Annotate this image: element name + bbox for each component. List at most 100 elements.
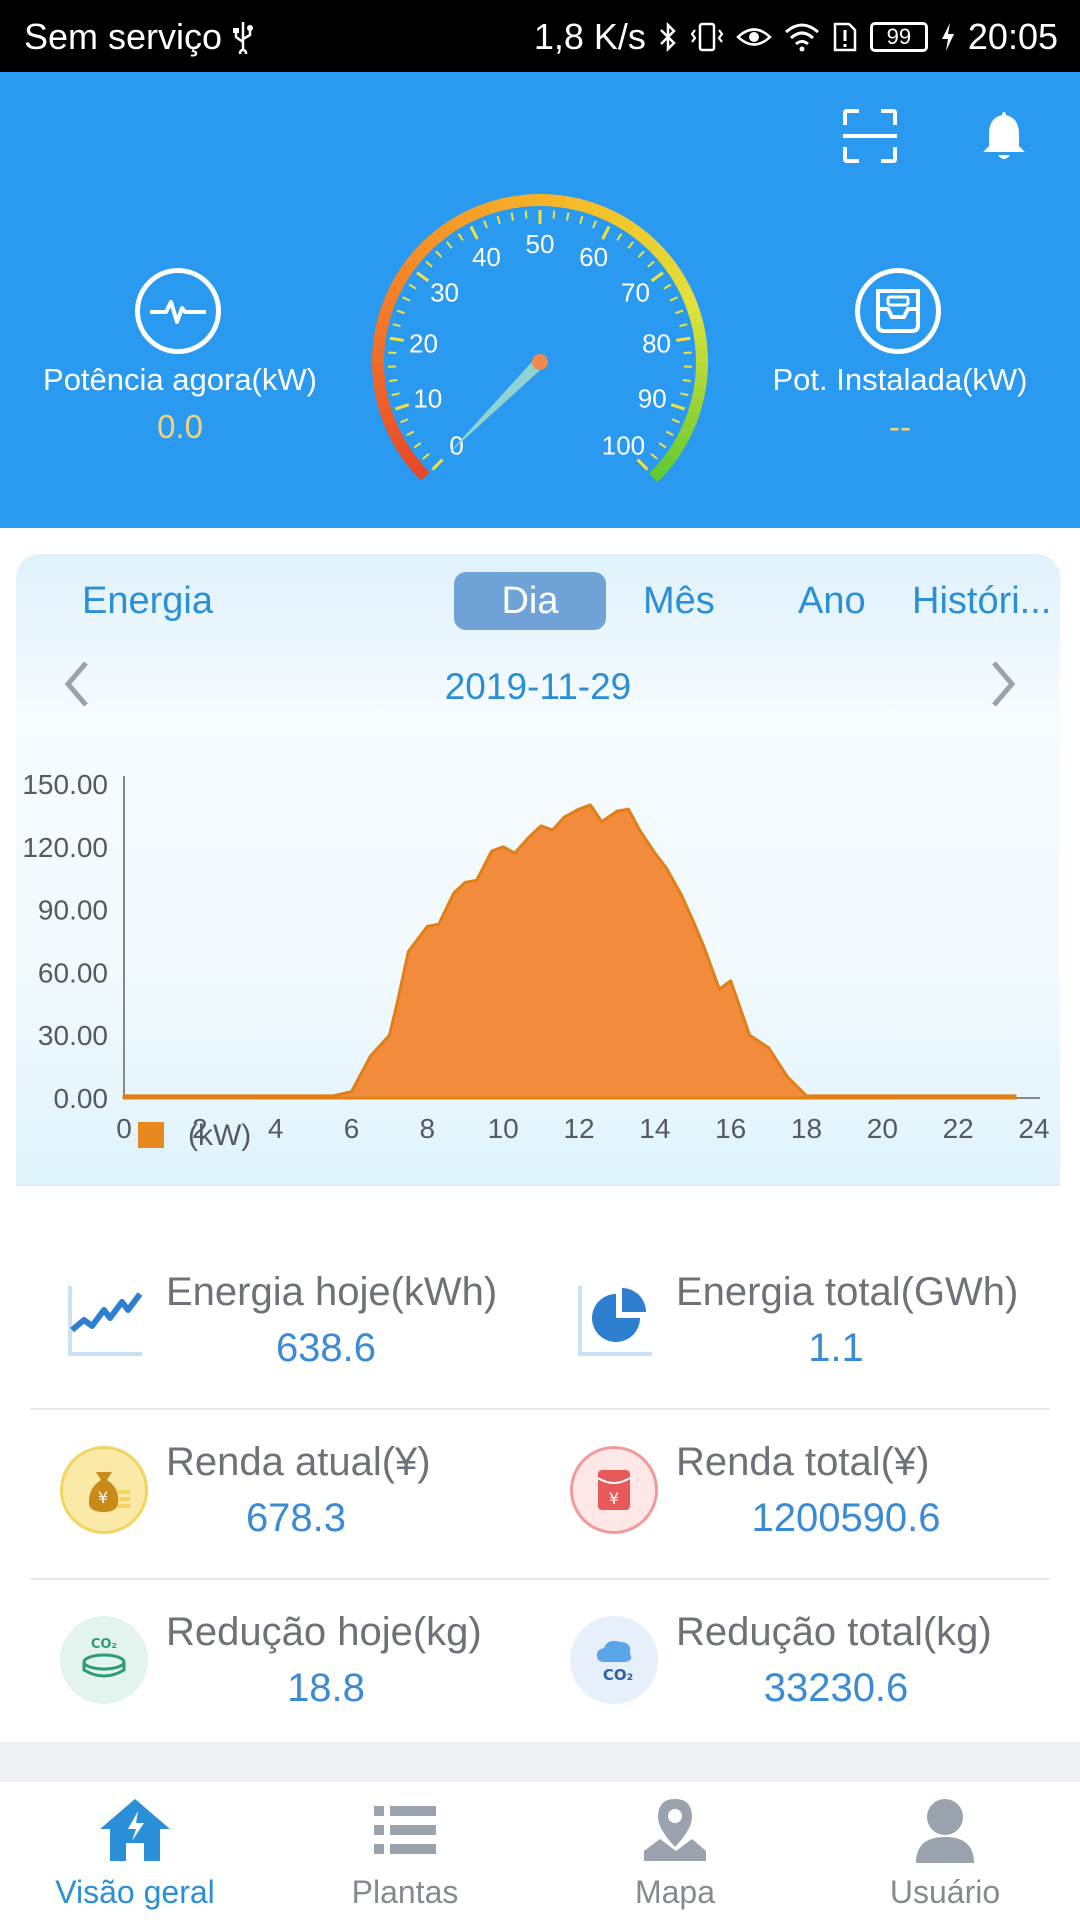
y-tick-label: 60.00 bbox=[38, 957, 108, 988]
gauge-tick bbox=[388, 351, 397, 354]
dashboard-header: Potência agora(kW) 0.0 Pot. Instalada(kW… bbox=[0, 72, 1080, 568]
x-tick-label: 4 bbox=[268, 1113, 284, 1144]
carrier-text: Sem serviço bbox=[24, 16, 223, 57]
income-total-label: Renda total(¥) bbox=[676, 1440, 930, 1484]
gauge-tick-label: 100 bbox=[602, 430, 645, 460]
gauge-tick bbox=[658, 442, 667, 449]
reduction-total-label: Redução total(kg) bbox=[676, 1610, 992, 1654]
gauge-tick bbox=[400, 418, 409, 424]
gauge-tick bbox=[552, 210, 556, 219]
gauge-arc-segment bbox=[411, 462, 430, 481]
gauge-tick bbox=[601, 225, 611, 240]
gauge-tick-label: 80 bbox=[642, 329, 671, 359]
notification-button[interactable] bbox=[972, 104, 1036, 168]
gauge-arc-segment bbox=[621, 218, 641, 237]
stat-income-now: ¥ Renda atual(¥) 678.3 bbox=[30, 1410, 530, 1580]
home-icon bbox=[95, 1790, 175, 1870]
scan-button[interactable] bbox=[838, 104, 902, 168]
gauge-tick-label: 60 bbox=[579, 242, 608, 272]
red-envelope-icon: ¥ bbox=[570, 1446, 658, 1534]
status-bar: Sem serviço 1,8 K/s 99 20:05 bbox=[0, 0, 1080, 72]
x-tick-label: 18 bbox=[791, 1113, 822, 1144]
power-now-value: 0.0 bbox=[157, 408, 203, 445]
gauge-arc-segment bbox=[513, 194, 530, 208]
tab-user[interactable]: Usuário bbox=[810, 1782, 1080, 1920]
gauge-arc-segment bbox=[649, 463, 668, 483]
gauge-arc-segment bbox=[539, 194, 555, 207]
tab-overview[interactable]: Visão geral bbox=[0, 1782, 270, 1920]
stats-row-income: ¥ Renda atual(¥) 678.3 ¥ Renda total(¥) … bbox=[30, 1410, 1050, 1580]
stat-income-total: ¥ Renda total(¥) 1200590.6 bbox=[540, 1410, 1040, 1580]
tab-dia[interactable]: Dia bbox=[454, 572, 606, 630]
tab-historico[interactable]: Históri... bbox=[912, 580, 1052, 622]
gauge-arc-segment bbox=[684, 297, 701, 316]
x-tick-label: 22 bbox=[943, 1113, 974, 1144]
gauge-arc-segment bbox=[403, 452, 422, 472]
scan-icon bbox=[843, 109, 897, 163]
user-icon bbox=[905, 1790, 985, 1870]
gauge-arc-segment bbox=[500, 195, 518, 211]
list-icon bbox=[365, 1790, 445, 1870]
gauge-arc-segment bbox=[657, 453, 676, 473]
next-day-button[interactable] bbox=[978, 654, 1028, 714]
svg-text:CO₂: CO₂ bbox=[91, 1637, 117, 1652]
gauge-arc-segment bbox=[641, 234, 661, 253]
charging-icon bbox=[940, 22, 956, 52]
gauge-arc-segment bbox=[576, 198, 594, 215]
gauge-arc-segment bbox=[463, 206, 482, 224]
gauge-arc-segment bbox=[683, 410, 700, 428]
money-bag-icon: ¥ bbox=[60, 1446, 148, 1534]
legend-swatch bbox=[138, 1122, 164, 1148]
gauge-arc-segment bbox=[372, 347, 385, 363]
gauge-arc-segment bbox=[395, 442, 414, 461]
gauge-arc-segment bbox=[552, 194, 569, 209]
gauge-arc-segment bbox=[694, 335, 708, 352]
line-chart-icon bbox=[60, 1276, 148, 1364]
gauge-tick bbox=[680, 392, 689, 397]
gauge-arc-segment bbox=[610, 212, 630, 230]
gauge-arc-segment bbox=[441, 217, 460, 236]
gauge-tick-label: 90 bbox=[638, 383, 667, 413]
x-tick-label: 2 bbox=[192, 1113, 208, 1144]
gauge-tick bbox=[683, 351, 692, 354]
tab-map-label: Mapa bbox=[634, 1874, 716, 1910]
battery-level: 99 bbox=[869, 22, 928, 52]
gauge-tick bbox=[579, 215, 584, 224]
y-tick-label: 90.00 bbox=[38, 895, 108, 926]
gauge-tick bbox=[394, 403, 410, 411]
gauge-tick bbox=[682, 379, 691, 383]
y-tick-label: 0.00 bbox=[54, 1083, 109, 1114]
y-tick-label: 120.00 bbox=[22, 832, 108, 863]
tab-map[interactable]: Mapa bbox=[540, 1782, 810, 1920]
gauge-tick-label: 30 bbox=[430, 278, 459, 308]
gauge-arc-segment bbox=[564, 196, 581, 211]
gauge-tick bbox=[566, 212, 570, 221]
stats-row-energy: Energia hoje(kWh) 638.6 Energia total(GW… bbox=[30, 1240, 1050, 1410]
usb-icon bbox=[232, 20, 254, 54]
tab-mes[interactable]: Mês bbox=[643, 580, 715, 622]
gauge-tick bbox=[524, 210, 528, 219]
gauge-tick bbox=[416, 271, 430, 283]
x-tick-label: 0 bbox=[116, 1113, 132, 1144]
gauge-arc-segment bbox=[430, 225, 450, 244]
gauge-arc-segment bbox=[666, 263, 685, 282]
tab-ano[interactable]: Ano bbox=[798, 580, 866, 622]
gauge-tick bbox=[425, 260, 433, 268]
stat-energy-total: Energia total(GWh) 1.1 bbox=[540, 1240, 1040, 1410]
previous-day-button[interactable] bbox=[52, 654, 102, 714]
gauge-arc-segment bbox=[384, 420, 402, 439]
gauge-arc-segment bbox=[672, 274, 691, 293]
co2-cloud-icon: CO₂ bbox=[570, 1616, 658, 1704]
gauge-tick bbox=[663, 283, 672, 290]
x-tick-label: 14 bbox=[639, 1113, 670, 1144]
gauge-arc-segment bbox=[389, 431, 408, 450]
gauge-tick bbox=[483, 220, 488, 229]
gauge-arc-segment bbox=[412, 241, 431, 261]
gauge-arc-segment bbox=[390, 272, 408, 292]
gauge-arc-segment bbox=[687, 398, 704, 416]
stat-energy-today: Energia hoje(kWh) 638.6 bbox=[30, 1240, 530, 1410]
x-tick-label: 8 bbox=[420, 1113, 436, 1144]
tab-plants[interactable]: Plantas bbox=[270, 1782, 540, 1920]
gauge-tick bbox=[627, 241, 634, 249]
bell-icon bbox=[983, 112, 1025, 159]
